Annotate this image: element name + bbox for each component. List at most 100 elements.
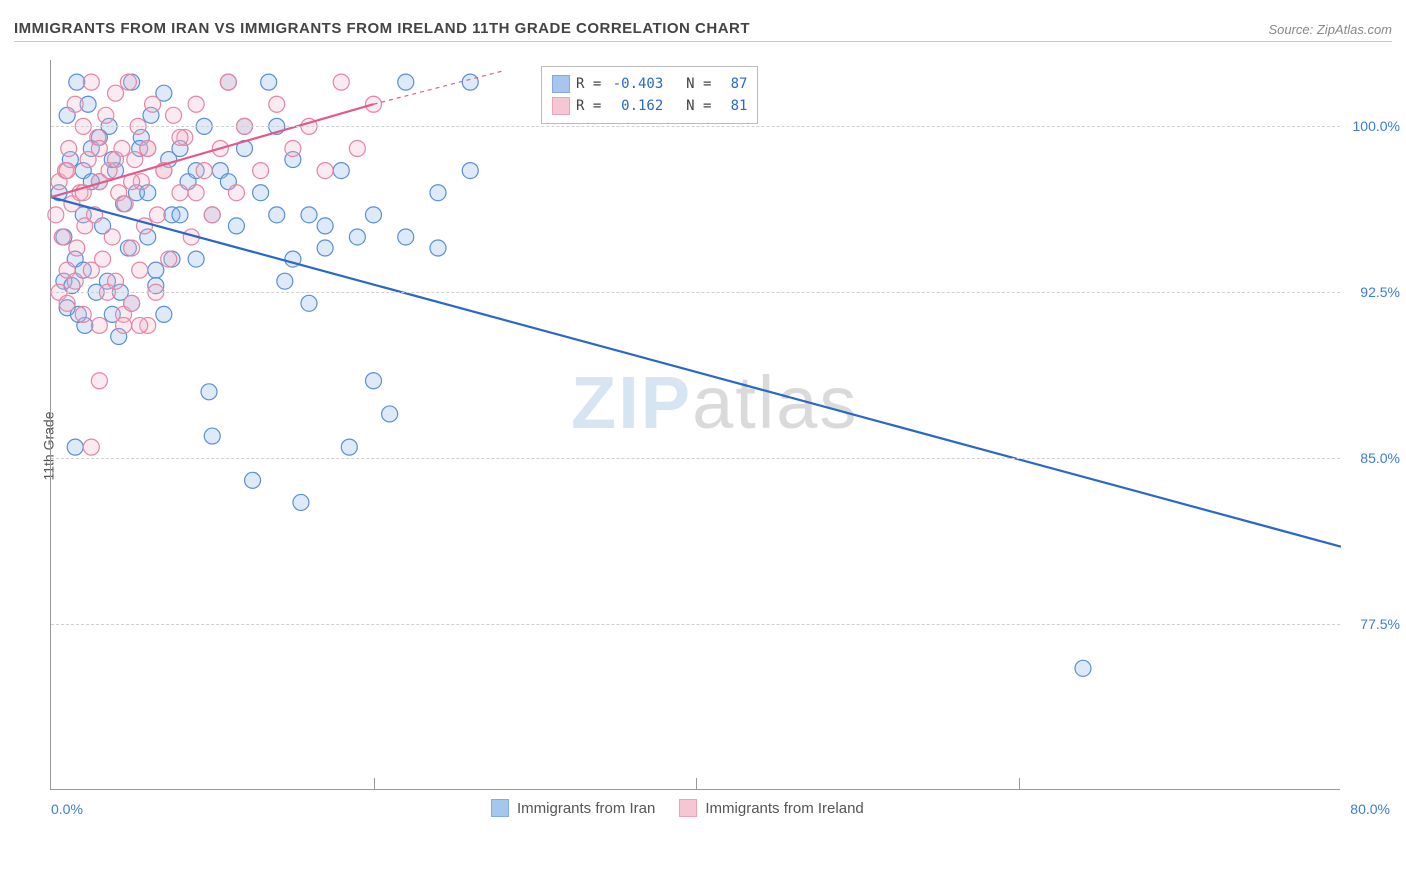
x-tick-label: 0.0% xyxy=(51,801,83,817)
data-point xyxy=(67,96,83,112)
data-point xyxy=(120,74,136,90)
data-point xyxy=(462,163,478,179)
legend-series-item: Immigrants from Iran xyxy=(491,799,655,817)
title-bar: IMMIGRANTS FROM IRAN VS IMMIGRANTS FROM … xyxy=(14,18,1392,42)
data-point xyxy=(1075,660,1091,676)
gridline-h xyxy=(51,458,1340,459)
data-point xyxy=(188,251,204,267)
stat-n-value: 81 xyxy=(717,98,747,114)
data-point xyxy=(166,107,182,123)
data-point xyxy=(108,85,124,101)
legend-stat-row: R = 0.162 N = 81 xyxy=(552,95,747,117)
data-point xyxy=(67,273,83,289)
data-point xyxy=(382,406,398,422)
data-point xyxy=(91,140,107,156)
stat-r-label: R = xyxy=(576,98,601,114)
data-point xyxy=(317,163,333,179)
data-point xyxy=(132,317,148,333)
y-tick-label: 92.5% xyxy=(1345,284,1400,300)
data-point xyxy=(108,152,124,168)
data-point xyxy=(269,96,285,112)
plot-wrap: ZIPatlas R =-0.403 N =87R =0.162 N =81 I… xyxy=(50,60,1392,820)
plot-area: ZIPatlas R =-0.403 N =87R =0.162 N =81 I… xyxy=(50,60,1340,790)
legend-series-name: Immigrants from Ireland xyxy=(705,800,863,817)
legend-stat-row: R =-0.403 N =87 xyxy=(552,73,747,95)
data-point xyxy=(91,317,107,333)
data-point xyxy=(91,373,107,389)
data-point xyxy=(333,74,349,90)
data-point xyxy=(149,207,165,223)
stat-r-value: 0.162 xyxy=(607,98,663,114)
data-point xyxy=(132,262,148,278)
data-point xyxy=(366,207,382,223)
legend-correlation-box: R = -0.403 N = 87 R = 0.162 N = 81 xyxy=(541,66,758,124)
data-point xyxy=(317,240,333,256)
data-point xyxy=(301,207,317,223)
legend-series-name: Immigrants from Iran xyxy=(517,800,655,817)
legend-swatch xyxy=(552,75,570,93)
data-point xyxy=(301,295,317,311)
data-point xyxy=(333,163,349,179)
data-point xyxy=(54,229,70,245)
data-point xyxy=(349,140,365,156)
data-point xyxy=(161,251,177,267)
data-point xyxy=(204,207,220,223)
data-point xyxy=(317,218,333,234)
x-tick xyxy=(1019,778,1020,790)
data-point xyxy=(172,129,188,145)
data-point xyxy=(201,384,217,400)
data-point xyxy=(61,140,77,156)
data-point xyxy=(430,185,446,201)
x-tick xyxy=(696,778,697,790)
data-point xyxy=(140,140,156,156)
data-point xyxy=(83,262,99,278)
gridline-h xyxy=(51,624,1340,625)
chart-title: IMMIGRANTS FROM IRAN VS IMMIGRANTS FROM … xyxy=(14,20,750,37)
y-tick-label: 100.0% xyxy=(1345,118,1400,134)
legend-swatch xyxy=(679,799,697,817)
stat-r-value: -0.403 xyxy=(607,76,663,92)
data-point xyxy=(269,207,285,223)
data-point xyxy=(104,229,120,245)
data-point xyxy=(462,74,478,90)
legend-swatch xyxy=(552,97,570,115)
data-point xyxy=(277,273,293,289)
data-point xyxy=(98,107,114,123)
data-point xyxy=(228,218,244,234)
data-point xyxy=(398,229,414,245)
data-point xyxy=(293,494,309,510)
stat-n-label: N = xyxy=(669,98,711,114)
y-tick-label: 85.0% xyxy=(1345,450,1400,466)
gridline-h xyxy=(51,126,1340,127)
data-point xyxy=(253,185,269,201)
gridline-h xyxy=(51,292,1340,293)
data-point xyxy=(124,295,140,311)
data-point xyxy=(261,74,277,90)
legend-series: Immigrants from Iran Immigrants from Irel… xyxy=(491,799,864,817)
data-point xyxy=(116,317,132,333)
data-point xyxy=(48,207,64,223)
x-tick-label: 80.0% xyxy=(1350,801,1390,817)
data-point xyxy=(430,240,446,256)
data-point xyxy=(145,96,161,112)
legend-series-item: Immigrants from Ireland xyxy=(679,799,863,817)
data-point xyxy=(172,207,188,223)
data-point xyxy=(366,373,382,389)
chart-svg xyxy=(51,60,1341,790)
data-point xyxy=(148,262,164,278)
data-point xyxy=(127,152,143,168)
data-point xyxy=(172,185,188,201)
legend-swatch xyxy=(491,799,509,817)
stat-r-label: R = xyxy=(576,76,601,92)
data-point xyxy=(245,472,261,488)
y-tick-label: 77.5% xyxy=(1345,616,1400,632)
source-label: Source: ZipAtlas.com xyxy=(1268,22,1392,37)
data-point xyxy=(253,163,269,179)
data-point xyxy=(220,74,236,90)
stat-n-value: 87 xyxy=(717,76,747,92)
data-point xyxy=(398,74,414,90)
data-point xyxy=(349,229,365,245)
data-point xyxy=(124,240,140,256)
data-point xyxy=(59,163,75,179)
data-point xyxy=(59,295,75,311)
